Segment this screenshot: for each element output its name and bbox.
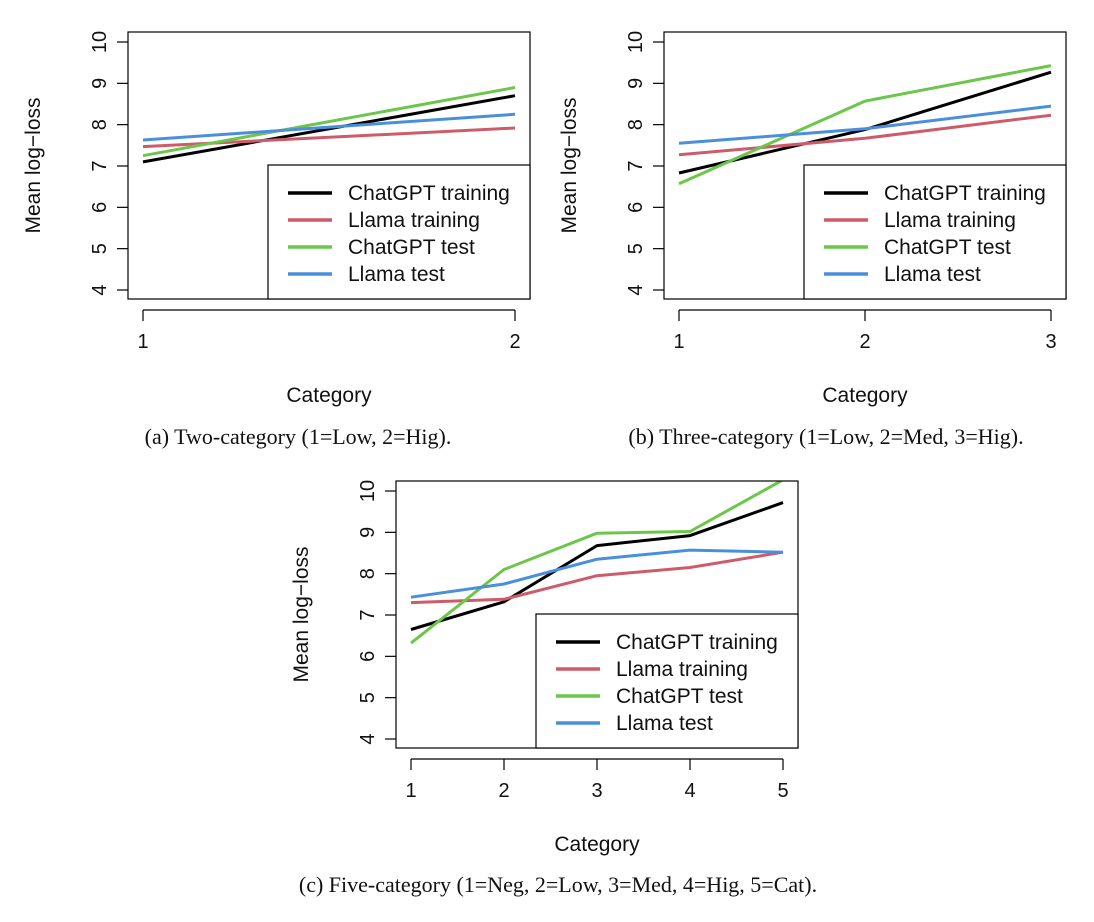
series-line-chatgpt-test <box>410 481 784 645</box>
figure-caption: (b) Three-category (1=Low, 2=Med, 3=Hig)… <box>628 424 1023 449</box>
y-tick-label: 8 <box>89 119 111 130</box>
x-tick-label: 2 <box>509 331 520 353</box>
x-tick-label: 1 <box>405 780 416 802</box>
legend-label: Llama training <box>616 658 748 681</box>
legend: ChatGPT training Llama training ChatGPT te… <box>803 164 1067 300</box>
y-tick-label: 10 <box>89 31 111 53</box>
y-tick-label: 7 <box>357 609 379 620</box>
y-axis-title: Mean log−loss <box>290 547 313 683</box>
legend-label: ChatGPT test <box>348 236 475 259</box>
y-tick-label: 5 <box>625 243 647 254</box>
chart-panel-3: 4 5 6 7 8 9 10 1 2 3 4 5 Mean log−loss Category ChatGP… <box>290 480 817 897</box>
y-tick-label: 4 <box>625 284 647 295</box>
y-tick-label: 9 <box>89 78 111 89</box>
x-tick-label: 2 <box>859 331 870 353</box>
y-axis-title: Mean log−loss <box>558 98 581 234</box>
figure-caption: (c) Five-category (1=Neg, 2=Low, 3=Med, … <box>299 872 817 897</box>
series-lines <box>410 481 784 645</box>
x-tick-label: 1 <box>137 331 148 353</box>
y-tick-label: 9 <box>625 78 647 89</box>
legend-label: Llama test <box>616 712 713 735</box>
y-tick-label: 10 <box>357 480 379 502</box>
y-tick-label: 10 <box>625 31 647 53</box>
legend-box <box>267 164 531 300</box>
legend-label: Llama training <box>348 209 480 232</box>
legend: ChatGPT training Llama training ChatGPT te… <box>535 613 799 749</box>
y-tick-label: 6 <box>89 202 111 213</box>
x-tick-label: 1 <box>673 331 684 353</box>
y-tick-label: 7 <box>625 160 647 171</box>
legend-label: ChatGPT test <box>616 685 743 708</box>
series-line-llama-test <box>410 548 784 599</box>
y-axis-title: Mean log−loss <box>22 98 45 234</box>
y-tick-label: 6 <box>625 202 647 213</box>
chart-panel-1: 4 5 6 7 8 9 10 1 2 Mean log−loss Category ChatGPT t… <box>22 31 531 449</box>
series-line-chatgpt-training <box>142 94 516 164</box>
series-line-chatgpt-test <box>142 86 516 158</box>
legend: ChatGPT training Llama training ChatGPT te… <box>267 164 531 300</box>
x-tick-label: 3 <box>591 780 602 802</box>
chart-panel-2: 4 5 6 7 8 9 10 1 2 3 Mean log−loss Category ChatGPT … <box>558 31 1067 449</box>
legend-label: ChatGPT training <box>348 182 510 205</box>
legend-box <box>803 164 1067 300</box>
x-tick-label: 2 <box>498 780 509 802</box>
series-line-chatgpt-test <box>678 64 1052 186</box>
y-tick-label: 7 <box>89 160 111 171</box>
series-line-llama-training <box>410 550 784 605</box>
series-line-llama-test <box>142 112 516 142</box>
series-lines <box>142 86 516 164</box>
y-tick-label: 4 <box>89 284 111 295</box>
x-tick-label: 5 <box>777 780 788 802</box>
legend-label: Llama test <box>348 263 445 286</box>
x-axis-title: Category <box>554 833 640 856</box>
x-axis-title: Category <box>286 384 372 407</box>
legend-label: Llama test <box>884 263 981 286</box>
y-tick-label: 4 <box>357 733 379 744</box>
legend-label: Llama training <box>884 209 1016 232</box>
figure-caption: (a) Two-category (1=Low, 2=Hig). <box>145 424 452 449</box>
series-line-chatgpt-training <box>410 501 784 631</box>
y-tick-label: 5 <box>357 692 379 703</box>
legend-label: ChatGPT training <box>884 182 1046 205</box>
legend-box <box>535 613 799 749</box>
legend-label: ChatGPT training <box>616 631 778 654</box>
legend-label: ChatGPT test <box>884 236 1011 259</box>
series-line-llama-test <box>678 104 1052 145</box>
series-lines <box>678 64 1052 186</box>
y-tick-label: 8 <box>625 119 647 130</box>
y-tick-label: 9 <box>357 527 379 538</box>
y-tick-label: 8 <box>357 568 379 579</box>
x-tick-label: 3 <box>1045 331 1056 353</box>
y-tick-label: 6 <box>357 651 379 662</box>
y-tick-label: 5 <box>89 243 111 254</box>
x-axis-title: Category <box>822 384 908 407</box>
series-line-llama-training <box>678 113 1052 157</box>
x-tick-label: 4 <box>684 780 695 802</box>
